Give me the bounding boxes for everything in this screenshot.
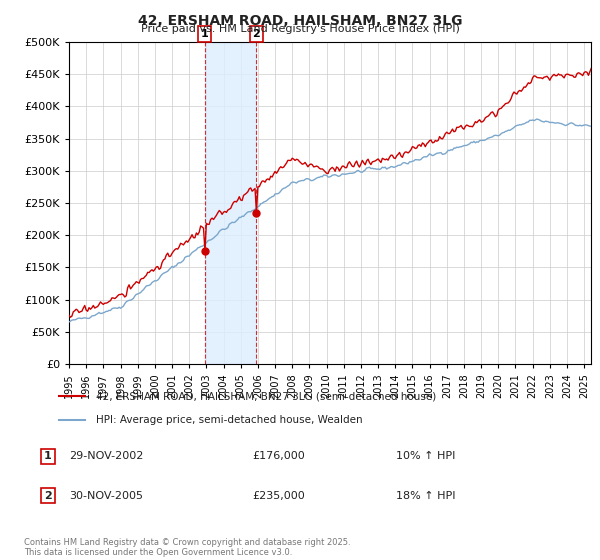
Text: 42, ERSHAM ROAD, HAILSHAM, BN27 3LG (semi-detached house): 42, ERSHAM ROAD, HAILSHAM, BN27 3LG (sem… [95, 391, 436, 401]
Text: 18% ↑ HPI: 18% ↑ HPI [396, 491, 455, 501]
Text: 10% ↑ HPI: 10% ↑ HPI [396, 451, 455, 461]
Text: 2: 2 [253, 29, 260, 39]
Text: HPI: Average price, semi-detached house, Wealden: HPI: Average price, semi-detached house,… [95, 415, 362, 425]
Text: 42, ERSHAM ROAD, HAILSHAM, BN27 3LG: 42, ERSHAM ROAD, HAILSHAM, BN27 3LG [138, 14, 462, 28]
Text: 29-NOV-2002: 29-NOV-2002 [69, 451, 143, 461]
Text: 2: 2 [44, 491, 52, 501]
Bar [205, 42, 256, 364]
Text: 30-NOV-2005: 30-NOV-2005 [69, 491, 143, 501]
Text: £176,000: £176,000 [252, 451, 305, 461]
Text: 1: 1 [201, 29, 209, 39]
Text: 1: 1 [44, 451, 52, 461]
Text: Price paid vs. HM Land Registry's House Price Index (HPI): Price paid vs. HM Land Registry's House … [140, 24, 460, 34]
Text: Contains HM Land Registry data © Crown copyright and database right 2025.
This d: Contains HM Land Registry data © Crown c… [24, 538, 350, 557]
Text: £235,000: £235,000 [252, 491, 305, 501]
